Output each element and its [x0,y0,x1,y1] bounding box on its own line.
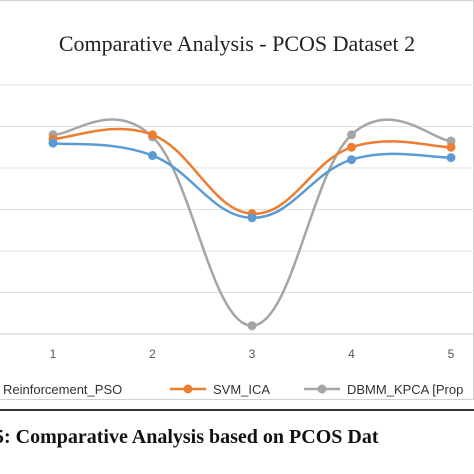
legend-label-dbmm-kpca-prop: DBMM_KPCA [Prop [347,382,463,397]
data-point-svm-ica [148,130,157,140]
legend: Reinforcement_PSO SVM_ICA DBMM_KPCA [Prop [3,382,463,397]
data-point-dbmm-kpca-prop [347,130,356,140]
data-point-svm-ica [347,142,356,152]
data-point-reinforcement-pso [148,151,157,161]
chart-frame: Comparative Analysis - PCOS Dataset 2 1 2… [0,0,474,400]
legend-marker-dbmm-kpca-prop [317,384,327,394]
data-point-reinforcement-pso [347,155,356,165]
series-line-svm-ica [52,127,452,215]
x-tick-label: 3 [249,347,256,361]
legend-label-reinforcement-pso: Reinforcement_PSO [3,382,122,397]
series-lines [48,118,456,331]
data-point-dbmm-kpca-prop [247,321,257,331]
x-axis-ticks: 1 2 3 4 5 [50,347,455,361]
figure-caption: 5: Comparative Analysis based on PCOS Da… [0,426,379,448]
x-tick-label: 1 [50,347,57,361]
gridlines [0,84,474,335]
series-line-reinforcement-pso [52,141,452,220]
caption-divider [0,409,474,411]
chart-title: Comparative Analysis - PCOS Dataset 2 [58,31,416,56]
x-tick-label: 5 [448,347,455,361]
legend-label-svm-ica: SVM_ICA [213,382,270,397]
series-line-dbmm-kpca-prop [52,118,452,327]
legend-marker-svm-ica [183,384,193,394]
data-point-reinforcement-pso [48,138,58,148]
x-tick-label: 4 [348,347,355,361]
data-point-dbmm-kpca-prop [446,136,456,146]
data-point-reinforcement-pso [247,213,257,223]
line-chart: 1 2 3 4 5 Reinforcement_PSO SVM_ICA DBMM_KPCA … [0,84,474,397]
data-point-reinforcement-pso [446,153,456,163]
data-point-svm-ica [446,142,456,152]
x-tick-label: 2 [149,347,156,361]
